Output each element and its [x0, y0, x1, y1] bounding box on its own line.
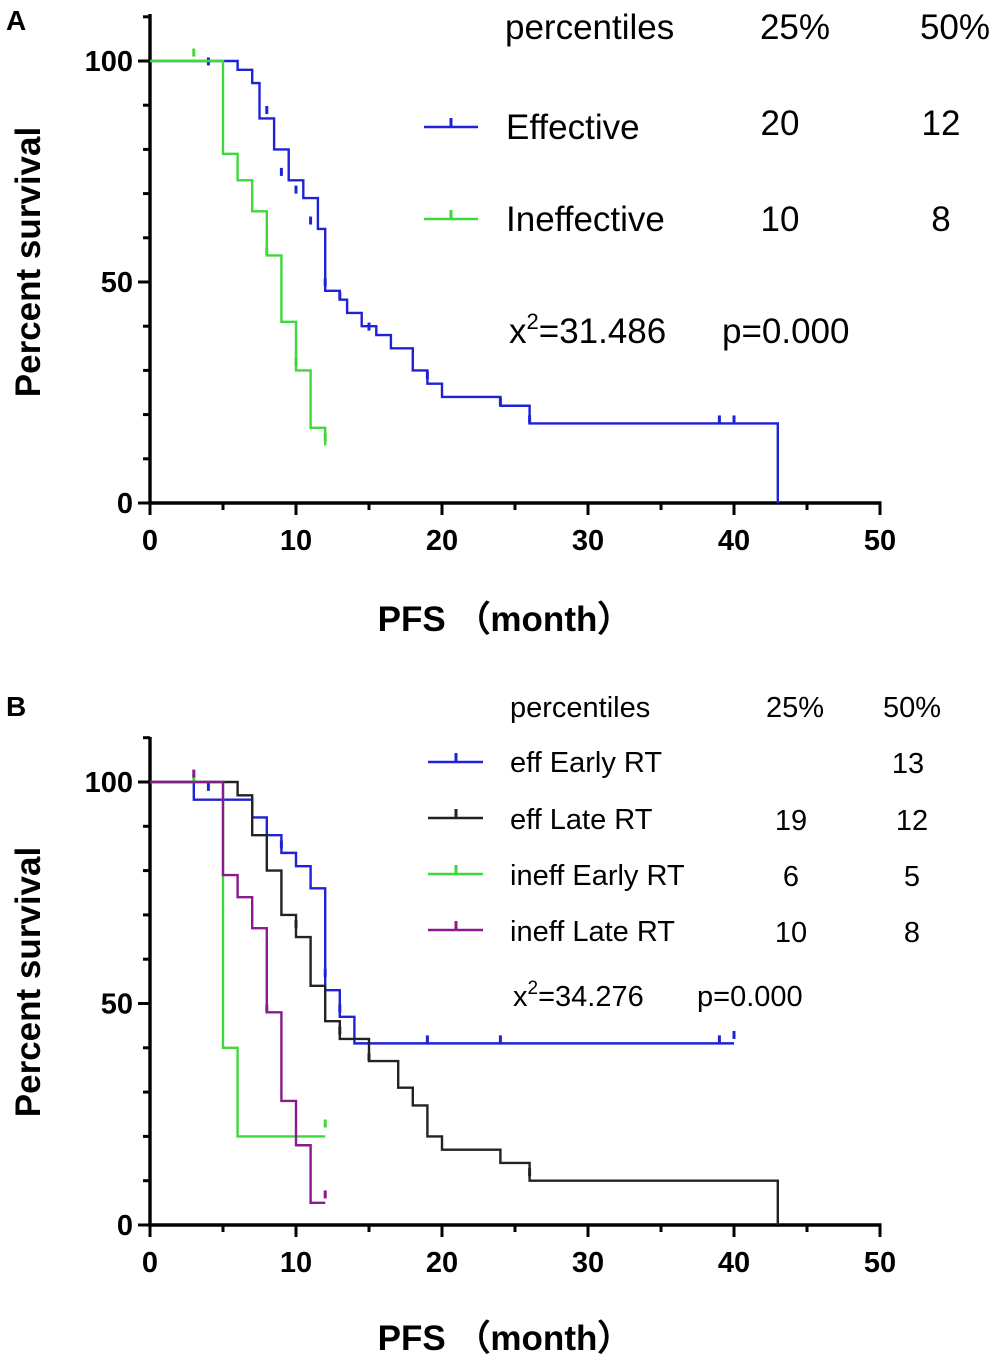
panel-a-table-ineffective-p25: 10 [761, 200, 800, 239]
panel-a-x-tick-label: 30 [572, 525, 604, 557]
panel-b-table-eff-late-p25: 19 [775, 805, 807, 837]
panel-b-curve-eff-late-rt [150, 780, 779, 1225]
panel-b-curve-ineff-late-rt [150, 780, 326, 1205]
panel-b-curves [150, 769, 779, 1225]
panel-b-y-tick-label: 100 [85, 767, 133, 799]
panel-a-x-tick-label: 20 [426, 525, 458, 557]
panel-b-x-tick-label: 50 [864, 1247, 896, 1279]
panel-b-x-tick-label: 10 [280, 1247, 312, 1279]
panel-b-letter: B [6, 691, 26, 722]
panel-a: A Percent survival PFS （month） 0 10 20 30 40… [6, 5, 990, 639]
panel-a-p-value: p=0.000 [722, 312, 850, 351]
panel-a-y-tick-label: 50 [101, 267, 133, 299]
panel-b-table-ineff-early-p25: 6 [783, 861, 799, 893]
panel-a-table-ineffective-p50: 8 [931, 200, 950, 239]
panel-b-table-eff-early-p50: 13 [892, 748, 924, 780]
panel-b-table-ineff-early-p50: 5 [904, 861, 920, 893]
panel-b-x-tick-label: 40 [718, 1247, 750, 1279]
panel-a-x-tick-label: 0 [142, 525, 158, 557]
panel-b-legend-label-eff-early: eff Early RT [510, 747, 662, 779]
panel-a-letter: A [6, 5, 26, 36]
panel-b-table-ineff-late-p50: 8 [904, 917, 920, 949]
panel-a-table-header-percentiles: percentiles [505, 8, 674, 47]
panel-b-table-header-p25: 25% [766, 692, 824, 724]
panel-b-x-tick-label: 20 [426, 1247, 458, 1279]
panel-b-legend-table: percentiles 25% 50% eff Early RT 13 eff … [428, 692, 941, 1013]
panel-a-table-effective-p50: 12 [922, 104, 961, 143]
panel-a-x-tick-label: 40 [718, 525, 750, 557]
panel-b-chi-square: x2=34.276 [513, 978, 644, 1013]
panel-a-table-effective-p25: 20 [761, 104, 800, 143]
panel-a-table-header-p50: 50% [920, 8, 990, 47]
panel-b-y-tick-label: 50 [101, 989, 133, 1021]
panel-b-legend-label-eff-late: eff Late RT [510, 804, 653, 836]
panel-b-y-axis-label: Percent survival [9, 847, 48, 1117]
panel-a-x-axis-label: PFS （month） [378, 600, 633, 639]
panel-b-axes: 0 10 20 30 40 50 0 50 100 [85, 736, 896, 1279]
panel-a-y-tick-label: 100 [85, 46, 133, 78]
panel-b-curve-ineff-early-rt [150, 780, 326, 1138]
panel-a-curve-ineffective [150, 59, 327, 446]
panel-b-legend-label-ineff-late: ineff Late RT [510, 916, 675, 948]
panel-a-table-header-p25: 25% [760, 8, 830, 47]
panel-b-table-header-p50: 50% [883, 692, 941, 724]
panel-a-legend-label-effective: Effective [506, 108, 640, 147]
panel-a-y-axis-label: Percent survival [9, 127, 48, 397]
panel-b-legend-label-ineff-early: ineff Early RT [510, 860, 685, 892]
panel-a-legend-table: percentiles 25% 50% Effective 20 12 Inef… [424, 8, 990, 351]
panel-b-x-tick-label: 30 [572, 1247, 604, 1279]
panel-a-curves [150, 48, 779, 503]
panel-b-y-tick-label: 0 [117, 1210, 133, 1242]
panel-a-y-tick-label: 0 [117, 488, 133, 520]
panel-b-p-value: p=0.000 [697, 981, 803, 1013]
panel-a-x-tick-label: 50 [864, 525, 896, 557]
panel-a-axes: 0 10 20 30 40 50 0 50 100 [85, 14, 896, 557]
panel-a-curve-effective [150, 59, 779, 503]
panel-a-legend-label-ineffective: Ineffective [506, 200, 665, 239]
panel-b: B Percent survival PFS （month） 0 10 20 30 40… [6, 691, 941, 1358]
panel-b-x-tick-label: 0 [142, 1247, 158, 1279]
panel-b-table-header-percentiles: percentiles [510, 692, 650, 724]
panel-a-chi-square: x2=31.486 [509, 309, 666, 351]
panel-b-table-eff-late-p50: 12 [896, 805, 928, 837]
panel-a-x-tick-label: 10 [280, 525, 312, 557]
panel-b-table-ineff-late-p25: 10 [775, 917, 807, 949]
panel-b-x-axis-label: PFS （month） [378, 1319, 633, 1358]
